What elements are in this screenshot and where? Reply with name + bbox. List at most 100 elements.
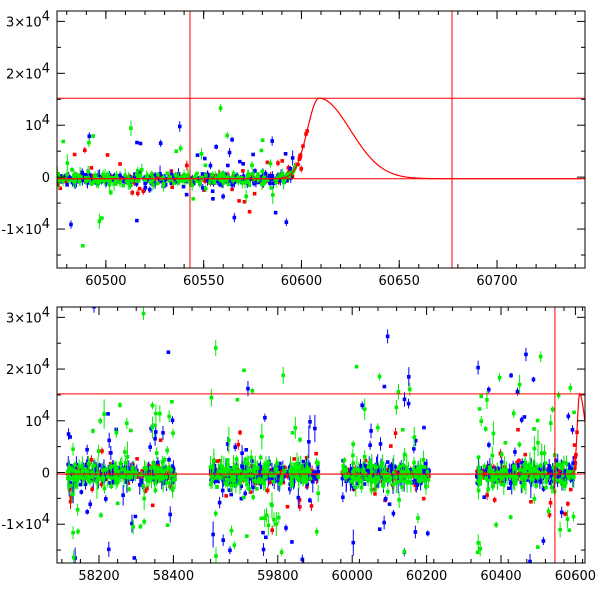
data-point (216, 479, 220, 484)
data-point (422, 465, 427, 470)
data-point (232, 543, 237, 547)
data-point (100, 216, 104, 220)
data-point (414, 475, 418, 479)
data-point (565, 517, 570, 521)
data-point (369, 429, 373, 433)
data-point (232, 180, 237, 185)
data-point (396, 389, 401, 394)
data-point (95, 479, 99, 483)
data-point (228, 178, 233, 183)
data-point (256, 172, 260, 176)
data-point (163, 182, 168, 187)
data-point (479, 419, 484, 423)
data-point (399, 469, 404, 474)
data-point (92, 307, 96, 309)
data-point (97, 219, 102, 224)
data-point (231, 465, 236, 470)
data-point (106, 412, 110, 416)
data-point (293, 426, 298, 430)
data-point (508, 515, 513, 519)
data-point (284, 220, 289, 224)
data-point (493, 477, 498, 482)
data-point (186, 174, 190, 179)
data-point (70, 492, 74, 496)
data-point (113, 476, 117, 481)
data-point (130, 190, 135, 195)
data-point (64, 179, 68, 184)
data-point (396, 466, 401, 471)
data-point (68, 480, 72, 485)
data-point (173, 472, 178, 477)
data-point (409, 481, 413, 485)
data-point (237, 179, 241, 184)
data-point (243, 180, 247, 185)
data-point (246, 461, 250, 466)
data-point (478, 478, 482, 483)
data-point (272, 473, 277, 477)
data-point (125, 421, 129, 426)
data-point (103, 468, 108, 472)
data-point (391, 471, 396, 475)
data-point (531, 468, 536, 473)
data-point (398, 476, 403, 480)
data-point (135, 169, 140, 173)
data-point (241, 169, 245, 173)
data-point (225, 477, 229, 482)
data-point (171, 470, 176, 474)
data-point (247, 173, 252, 177)
data-point (268, 480, 272, 485)
data-point (65, 182, 69, 187)
data-point (305, 482, 310, 486)
data-point (203, 179, 207, 183)
data-point (162, 457, 167, 462)
data-point (279, 550, 284, 555)
data-point (541, 487, 546, 491)
data-point (71, 447, 75, 452)
data-point (261, 530, 265, 535)
data-point (98, 476, 102, 481)
data-point (308, 583, 312, 587)
data-point (243, 457, 248, 462)
data-point (381, 468, 386, 472)
data-point (77, 464, 81, 469)
data-point (534, 469, 539, 474)
data-point (246, 468, 251, 472)
data-point (140, 478, 144, 483)
data-point (92, 468, 97, 473)
data-point (239, 484, 243, 488)
data-point (123, 173, 127, 178)
data-point (351, 470, 355, 474)
data-point (288, 166, 293, 171)
data-point (121, 183, 125, 188)
x-tick-label: 60400 (480, 569, 521, 584)
data-point (240, 466, 245, 471)
data-point (522, 482, 527, 487)
data-point (423, 475, 427, 479)
data-point (124, 179, 129, 184)
data-point (242, 199, 247, 204)
data-point (274, 466, 279, 471)
data-point (217, 500, 222, 505)
data-point (535, 464, 539, 469)
data-point (369, 478, 374, 483)
data-point (299, 167, 304, 171)
data-point (411, 467, 416, 471)
data-point (241, 495, 246, 500)
data-point (551, 465, 556, 470)
data-point (382, 470, 386, 475)
data-point (123, 460, 128, 465)
data-point (556, 463, 560, 468)
data-point (106, 547, 111, 552)
data-point (219, 476, 223, 480)
data-point (71, 555, 76, 560)
data-point (479, 470, 483, 475)
data-point (245, 482, 249, 487)
data-point (269, 186, 274, 190)
data-point (563, 482, 567, 487)
data-point (259, 516, 264, 521)
data-point (534, 484, 538, 488)
data-point (260, 169, 265, 174)
data-point (155, 465, 160, 470)
data-point (73, 178, 78, 183)
data-point (500, 476, 505, 481)
